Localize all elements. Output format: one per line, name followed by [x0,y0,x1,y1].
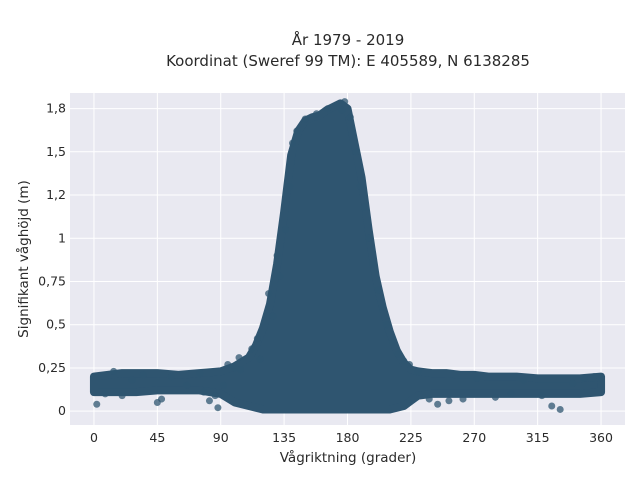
scatter-point [590,373,598,381]
scatter-point [235,354,243,362]
data-points [89,98,606,414]
scatter-point [256,355,264,363]
scatter-point [400,357,408,365]
scatter-point [313,110,321,118]
tick-labels: 0 45 90 135 180 225 270 315 360 0 0,25 0,5 0,75 1 1,2 1… [38,101,613,445]
scatter-point [273,252,281,260]
x-tick-label: 315 [526,430,550,445]
scatter-point [253,335,261,343]
y-tick-label: 0,5 [46,317,66,332]
scatter-point [538,392,546,400]
scatter-point [183,381,191,389]
scatter-point [231,364,239,372]
scatter-point [356,182,364,190]
scatter-point [293,127,301,135]
scatter-point [352,148,360,156]
scatter-point [128,376,136,384]
scatter-point [211,392,219,400]
x-tick-label: 0 [90,430,98,445]
chart-title-line1: År 1979 - 2019 [292,30,405,49]
scatter-point [110,367,118,375]
scatter-point [383,321,391,329]
y-tick-label: 1 [58,230,66,245]
x-tick-label: 225 [399,430,423,445]
scatter-point [434,400,442,408]
scatter-point [200,388,208,396]
y-tick-label: 0,75 [38,273,66,288]
scatter-point [205,397,213,405]
scatter-point [93,400,101,408]
scatter-point [196,369,204,377]
scatter-point [236,366,244,374]
y-tick-label: 1,8 [46,101,66,116]
y-tick-label: 0,25 [38,360,66,375]
scatter-point [445,397,453,405]
scatter-point [596,373,604,381]
scatter-point [405,360,413,368]
scatter-point [507,390,515,398]
x-tick-label: 90 [213,430,229,445]
x-tick-label: 180 [336,430,360,445]
scatter-point [360,203,368,211]
y-axis-label: Signifikant våghöjd (m) [15,180,32,338]
x-tick-label: 360 [589,430,613,445]
scatter-point [158,395,166,403]
y-tick-label: 0 [58,403,66,418]
scatter-point [301,115,309,123]
scatter-point [248,345,256,353]
scatter-point [224,360,232,368]
scatter-point [548,402,556,410]
scatter-point [569,380,577,387]
scatter-point [473,374,481,382]
scatter-point [338,106,346,114]
x-tick-label: 45 [149,430,165,445]
scatter-point [265,290,273,298]
y-tick-label: 1,5 [46,144,66,159]
scatter-point [276,272,284,280]
scatter-point [369,260,377,268]
scatter-point [520,376,528,384]
scatter-point [459,395,467,403]
scatter-point [580,374,588,382]
scatter-point [118,392,126,400]
x-tick-label: 270 [462,430,486,445]
scatter-point [332,101,340,109]
scatter-point [101,390,109,398]
scatter-point [139,371,147,379]
scatter-point [365,234,373,242]
scatter-point [282,226,290,234]
scatter-point [491,393,499,401]
x-axis-label: Vågriktning (grader) [280,449,417,466]
chart-title-line2: Koordinat (Sweref 99 TM): E 405589, N 61… [166,52,530,70]
scatter-point [167,373,175,381]
scatter-point [389,338,397,346]
scatter-point [269,312,277,320]
scatter-point [214,404,222,412]
scatter-point [289,139,297,147]
scatter-point [346,113,354,121]
x-tick-label: 135 [272,430,296,445]
scatter-point [286,182,294,190]
scatter-point [324,105,332,113]
scatter-point [379,303,387,311]
scatter-point [220,381,228,389]
scatter-point [341,98,349,106]
scatter-point [556,405,564,413]
y-tick-label: 1,2 [46,187,66,202]
point-cloud [89,99,606,414]
scatter-point [414,367,422,375]
scatter-point [374,286,382,294]
scatter-point [425,395,433,403]
scatter-point [394,350,402,358]
